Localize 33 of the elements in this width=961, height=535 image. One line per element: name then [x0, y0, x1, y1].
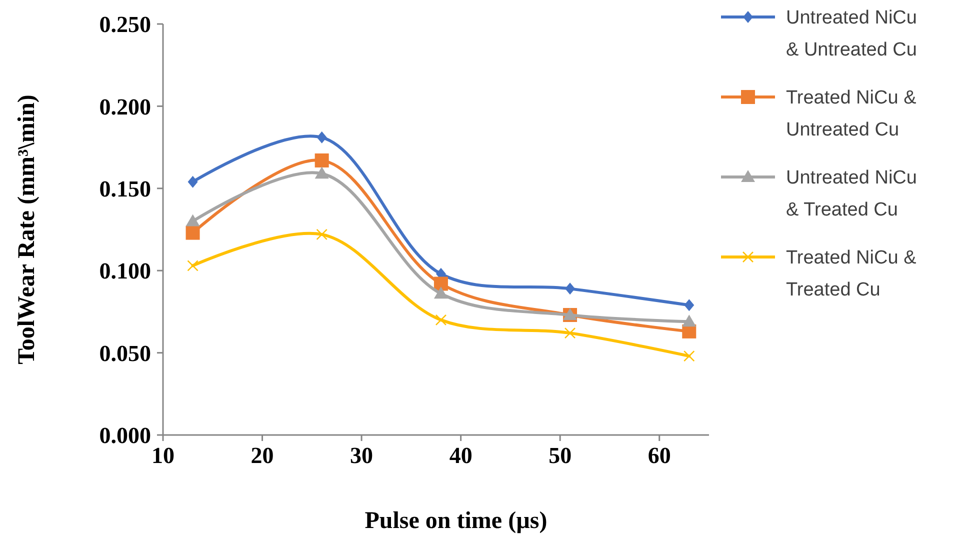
x-axis-title: Pulse on time (µs) — [364, 508, 548, 534]
point — [188, 176, 198, 188]
point — [187, 260, 198, 272]
x-tick-label: 50 — [548, 443, 572, 468]
y-tick-label: 0.100 — [99, 258, 151, 284]
y-tick-label: 0.150 — [99, 176, 151, 202]
point — [314, 166, 329, 179]
y-axis-title: ToolWear Rate (mm³\min) — [14, 94, 40, 364]
point — [565, 282, 576, 295]
x-tick-label: 20 — [250, 443, 274, 468]
point — [316, 228, 328, 240]
point — [684, 299, 694, 312]
point — [316, 131, 327, 144]
y-tick-label: 0.050 — [99, 340, 151, 366]
x-tick-label: 40 — [449, 443, 472, 468]
y-tick-label: 0.200 — [99, 94, 151, 120]
point — [434, 286, 448, 299]
legend-label: Untreated NiCu & Untreated Cu — [786, 8, 917, 61]
legend-label: Treated NiCu & Untreated Cu — [786, 88, 917, 141]
point — [683, 350, 695, 362]
point — [564, 327, 576, 339]
legend-label: Treated NiCu & Treated Cu — [786, 248, 917, 301]
point — [186, 226, 200, 240]
point — [682, 314, 696, 327]
x-tick-label: 60 — [648, 443, 671, 468]
y-tick-label: 0.250 — [99, 12, 151, 38]
point — [435, 314, 447, 326]
point — [314, 153, 329, 168]
point — [186, 214, 200, 226]
x-tick-label: 10 — [152, 443, 174, 468]
legend-label: Untreated NiCu & Treated Cu — [786, 168, 917, 221]
x-tick-label: 30 — [350, 443, 374, 468]
y-tick-label: 0.000 — [99, 423, 151, 448]
